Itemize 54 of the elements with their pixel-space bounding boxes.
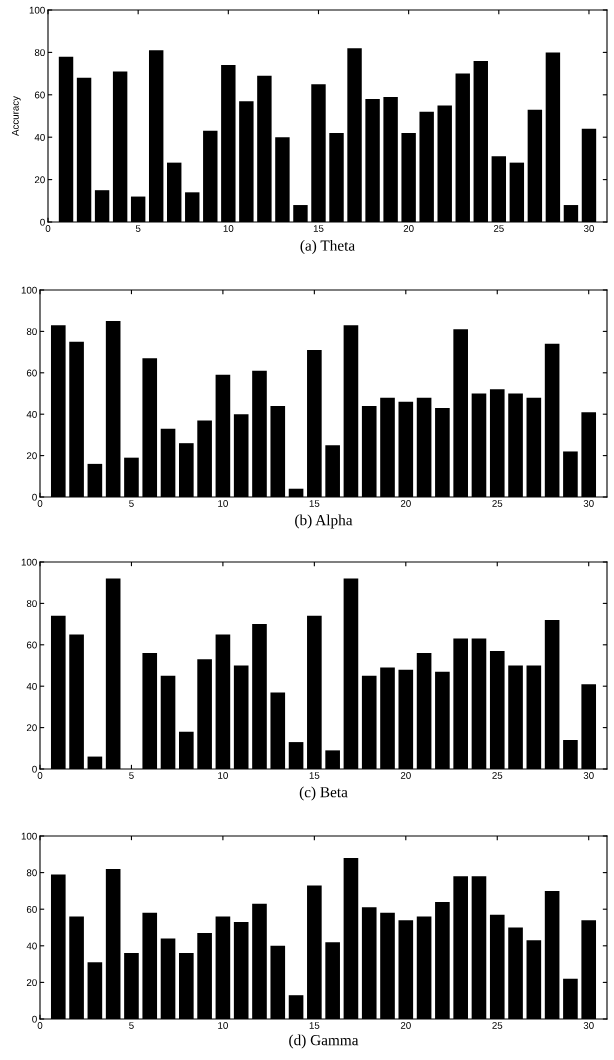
y-tick-label: 0 xyxy=(40,218,45,226)
x-tick-label: 15 xyxy=(309,500,320,507)
y-tick-label: 60 xyxy=(26,369,37,377)
y-tick-label: 40 xyxy=(26,410,37,418)
y-tick-label: 40 xyxy=(34,133,45,141)
x-tick-label: 10 xyxy=(218,1022,228,1029)
text: (d) Gamma xyxy=(289,1034,359,1049)
y-tick-label: 20 xyxy=(26,724,37,732)
y-tick-label: 100 xyxy=(21,832,37,840)
text: (b) Alpha xyxy=(295,514,353,529)
y-tick-label: 0 xyxy=(32,493,37,501)
x-tick-label: 30 xyxy=(583,500,594,507)
x-tick-label: 20 xyxy=(400,500,411,507)
x-tick-label: 20 xyxy=(400,1022,411,1029)
text: (a) Theta xyxy=(300,240,355,254)
y-tick-label: 0 xyxy=(32,1015,37,1023)
y-tick-label: 60 xyxy=(26,641,37,649)
x-tick-label: 30 xyxy=(583,772,594,779)
x-tick-label: 20 xyxy=(400,772,411,779)
y-tick-label: 0 xyxy=(32,765,37,773)
y-tick-label: 20 xyxy=(34,176,45,184)
x-tick-label: 5 xyxy=(135,225,141,232)
x-tick-label: 20 xyxy=(403,225,414,232)
x-tick-label: 25 xyxy=(493,225,504,232)
y-tick-label: 60 xyxy=(34,91,45,99)
y-tick-label: 80 xyxy=(26,600,37,608)
x-tick-label: 0 xyxy=(45,225,51,232)
x-tick-label: 10 xyxy=(218,500,228,507)
y-tick-label: 40 xyxy=(26,942,37,950)
x-tick-label: 5 xyxy=(129,1022,134,1029)
y-tick-label: 40 xyxy=(26,682,37,690)
x-tick-label: 30 xyxy=(583,1022,594,1029)
y-tick-label: 20 xyxy=(26,452,37,460)
y-tick-label: 80 xyxy=(34,49,45,57)
x-tick-label: 5 xyxy=(129,500,134,507)
y-tick-label: 100 xyxy=(21,558,37,566)
x-tick-label: 25 xyxy=(492,1022,503,1029)
x-tick-label: 5 xyxy=(129,772,134,779)
y-axis-title: Accuracy xyxy=(11,96,21,136)
y-tick-label: 100 xyxy=(21,286,37,294)
y-tick-label: 100 xyxy=(29,6,45,14)
text: (c) Beta xyxy=(299,786,348,801)
x-tick-label: 15 xyxy=(313,225,324,232)
x-tick-label: 15 xyxy=(309,1022,320,1029)
x-tick-label: 30 xyxy=(583,225,594,232)
y-tick-label: 60 xyxy=(26,905,37,913)
x-tick-label: 15 xyxy=(309,772,320,779)
x-tick-label: 25 xyxy=(492,500,503,507)
x-tick-label: 10 xyxy=(223,225,234,232)
y-tick-label: 80 xyxy=(26,869,37,877)
y-tick-label: 80 xyxy=(26,328,37,336)
y-tick-label: 20 xyxy=(26,979,37,987)
x-tick-label: 10 xyxy=(218,772,228,779)
x-tick-label: 25 xyxy=(492,772,503,779)
